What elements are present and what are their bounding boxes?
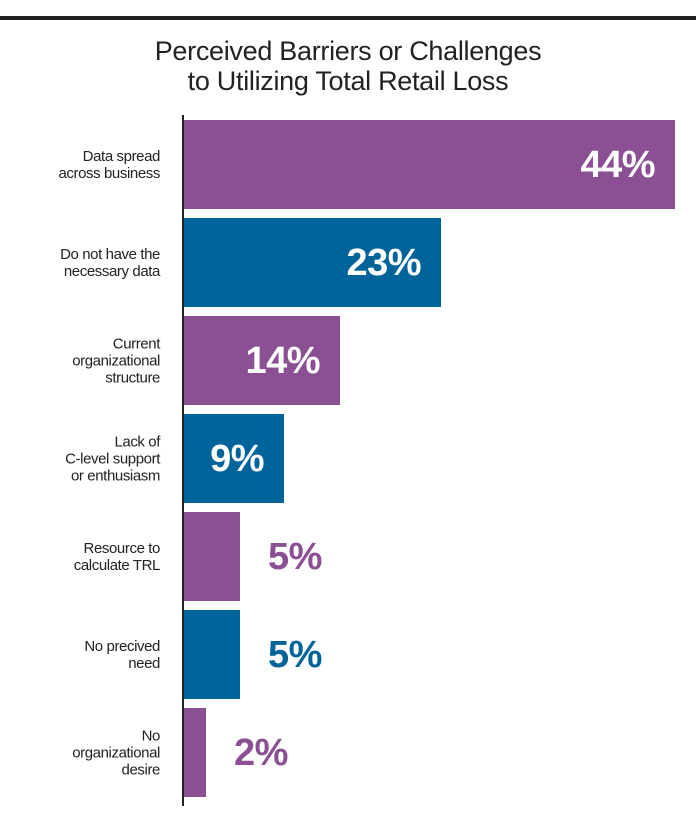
bar-row-org-structure: Current organizational structure 14% xyxy=(0,316,696,405)
bar xyxy=(184,414,284,503)
category-label: Lack of C-level support or enthusiasm xyxy=(0,433,160,484)
bar xyxy=(184,610,240,699)
value-label: 23% xyxy=(346,241,421,284)
value-label: 44% xyxy=(580,143,655,186)
category-label-line: need xyxy=(128,654,160,672)
bar-row-data-spread: Data spread across business 44% xyxy=(0,120,696,209)
bar xyxy=(184,316,340,405)
category-label-line: Resource to xyxy=(83,539,161,557)
category-label-line: necessary data xyxy=(63,262,161,280)
category-label-line: No precived xyxy=(84,637,160,655)
category-label-line: organizational xyxy=(72,744,160,761)
category-label: No precived need xyxy=(0,638,160,672)
bar-row-missing-data: Do not have the necessary data 23% xyxy=(0,218,696,307)
category-label-line: Current xyxy=(112,335,161,352)
category-label-line: across business xyxy=(58,164,160,182)
value-label: 5% xyxy=(268,535,322,578)
value-label: 14% xyxy=(245,339,320,382)
value-label: 2% xyxy=(234,731,288,774)
category-label-line: Data spread xyxy=(82,147,161,165)
category-label: Resource to calculate TRL xyxy=(0,539,161,574)
bar-row-no-org-desire: No organizational desire 2% xyxy=(0,708,696,797)
category-label-line: C-level support xyxy=(65,450,160,467)
category-label-line: No xyxy=(141,727,161,744)
value-label: 9% xyxy=(210,437,264,480)
top-rule xyxy=(0,16,696,20)
category-label-line: Lack of xyxy=(114,433,160,450)
category-label-line: structure xyxy=(105,369,160,386)
category-label-line: Do not have the xyxy=(60,245,160,263)
bar xyxy=(184,512,240,601)
category-label-line: or enthusiasm xyxy=(70,467,160,484)
category-label: Current organizational structure xyxy=(0,335,160,386)
chart-title: Perceived Barriers or Challenges to Util… xyxy=(0,36,696,96)
category-label: Do not have the necessary data xyxy=(0,246,160,280)
category-label: Data spread across business xyxy=(0,148,160,182)
bar xyxy=(184,120,675,209)
bar xyxy=(184,218,441,307)
bar xyxy=(184,708,206,797)
chart-title-line-1: Perceived Barriers or Challenges xyxy=(154,36,542,66)
y-axis-line xyxy=(182,115,184,806)
chart-title-line-2: to Utilizing Total Retail Loss xyxy=(187,66,509,96)
bar-row-no-perceived-need: No precived need 5% xyxy=(0,610,696,699)
category-label-line: organizational xyxy=(72,352,160,369)
category-label-line: calculate TRL xyxy=(73,556,161,574)
category-label: No organizational desire xyxy=(0,727,160,778)
category-label-line: desire xyxy=(121,761,161,778)
bar-row-resource-trl: Resource to calculate TRL 5% xyxy=(0,512,696,601)
bar-row-c-level-support: Lack of C-level support or enthusiasm 9% xyxy=(0,414,696,503)
value-label: 5% xyxy=(268,633,322,676)
